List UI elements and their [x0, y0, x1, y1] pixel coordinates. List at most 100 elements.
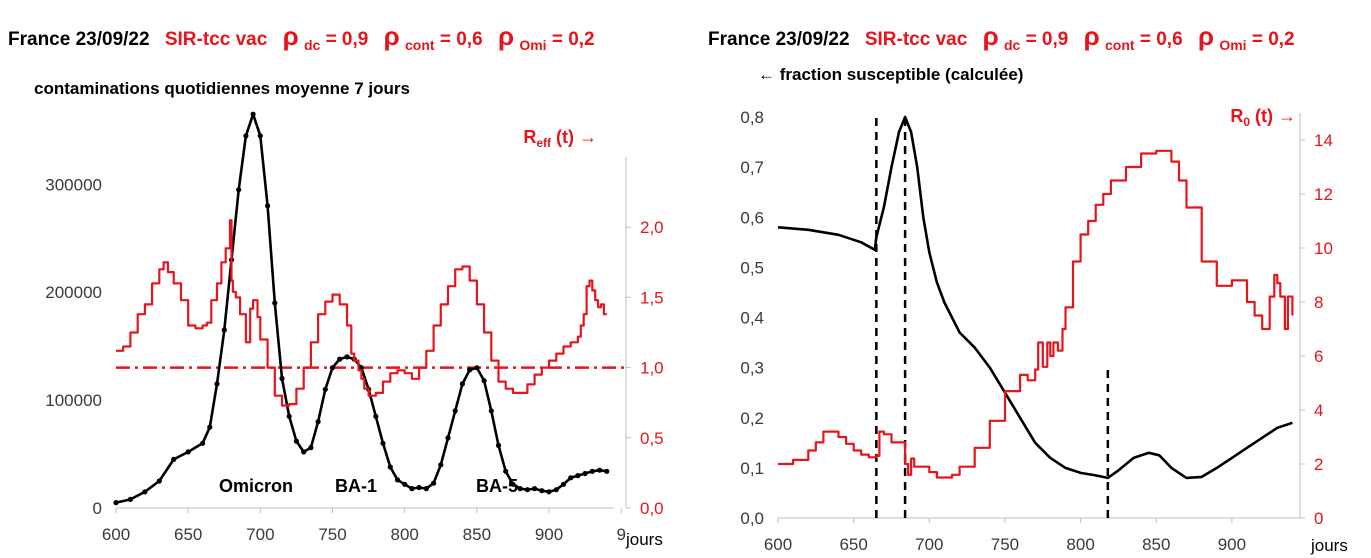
- left-y-right-tick-label: 0,0: [640, 499, 664, 518]
- left-series-0-point: [358, 365, 364, 371]
- left-series-0-point: [532, 486, 538, 492]
- left-chart-title: contaminations quotidiennes moyenne 7 jo…: [34, 79, 410, 98]
- right-y-right-tick-label: 12: [1314, 185, 1333, 204]
- left-series-0-point: [467, 367, 473, 373]
- left-series-0-point: [322, 386, 328, 392]
- left-series-0-point: [387, 464, 393, 470]
- right-r0-label-main: R: [1230, 106, 1243, 126]
- left-series-0-point: [156, 478, 162, 484]
- left-x-tick-label: 900: [535, 525, 563, 544]
- right-y-left-tick-label: 0,8: [740, 108, 764, 127]
- left-series-0-point: [575, 473, 581, 479]
- right-y-left-tick-label: 0,1: [740, 459, 764, 478]
- left-series-0-point: [604, 468, 610, 474]
- right-y-left-tick-label: 0,2: [740, 409, 764, 428]
- left-header: France 23/09/22 SIR-tcc vac ρ dc = 0,9 ρ…: [8, 21, 595, 55]
- right-x-tick-label: 600: [764, 535, 792, 554]
- left-header-rho1-val: = 0,9: [326, 29, 369, 50]
- right-xlabel: jours: [1310, 536, 1348, 555]
- left-header-model: SIR-tcc vac: [165, 29, 268, 50]
- left-chart: 600 650 700 750 800 850 900 9 0 100000 200000 30000…: [45, 111, 664, 544]
- right-header-rho3-sub: Omi: [1219, 37, 1246, 53]
- left-series-0-point: [200, 440, 206, 446]
- left-x-tick-label: 600: [102, 525, 130, 544]
- right-series-0-line: [777, 115, 1293, 480]
- right-x-tick-label: 750: [991, 535, 1019, 554]
- annotation-ba5: BA-5: [476, 476, 518, 496]
- left-series-0-point: [503, 468, 509, 474]
- left-series-0-point: [329, 365, 336, 371]
- left-series-0-point: [445, 435, 451, 441]
- left-series-0-point: [337, 356, 343, 362]
- left-series-0-point: [207, 424, 213, 430]
- left-series-0-point: [459, 381, 465, 387]
- left-series-0-point: [272, 300, 278, 306]
- left-series-0-point: [560, 481, 567, 487]
- right-chart-title: ← fraction susceptible (calculée): [758, 65, 1023, 84]
- left-x-tick-label: 850: [463, 525, 491, 544]
- left-header-rho3-val: = 0,2: [552, 29, 595, 50]
- left-series-0-point: [481, 378, 487, 384]
- left-series-0-point: [236, 187, 242, 193]
- left-x-tick-label: 700: [246, 525, 274, 544]
- left-series-0-point: [524, 487, 531, 493]
- right-r0-label: R0 (t) →: [1230, 106, 1296, 129]
- left-series-0-point: [452, 408, 458, 414]
- right-y-left-tick-label: 0,5: [740, 258, 764, 277]
- annotation-ba1: BA-1: [335, 476, 377, 496]
- left-series-0-point: [553, 487, 559, 493]
- left-series-0-point: [257, 133, 263, 139]
- left-series-0-point: [127, 496, 133, 502]
- left-series-0-point: [423, 486, 429, 492]
- left-series-0-point: [286, 413, 292, 419]
- right-header: France 23/09/22 SIR-tcc vac ρ dc = 0,9 ρ…: [708, 21, 1295, 55]
- left-series-0-point: [438, 462, 444, 468]
- right-header-rho2-sub: cont: [1105, 37, 1135, 53]
- left-series-0-point: [474, 365, 480, 371]
- left-series-0-point: [279, 375, 285, 382]
- left-series-0-point: [142, 489, 148, 495]
- left-reff-label: Reff (t) →: [523, 127, 597, 150]
- left-series-0-point: [495, 442, 502, 448]
- left-header-rho1-sub: dc: [304, 37, 321, 53]
- right-x-tick-label: 900: [1218, 535, 1246, 554]
- right-y-right-tick-label: 10: [1314, 239, 1333, 258]
- left-y-right-tick-label: 2,0: [640, 218, 664, 237]
- left-series-0-line: [115, 112, 607, 504]
- left-series-0-point: [185, 449, 191, 455]
- left-x-tick-label: 9: [616, 525, 625, 544]
- right-header-rho3: ρ: [1198, 21, 1214, 51]
- left-reff-label-sub: eff: [536, 136, 552, 150]
- left-series-0-point: [380, 440, 386, 446]
- right-header-rho2-val: = 0,6: [1140, 29, 1183, 50]
- right-header-rho3-val: = 0,2: [1252, 29, 1295, 50]
- right-y-right-tick-label: 0: [1314, 509, 1323, 528]
- right-y-left-tick-label: 0,0: [740, 509, 764, 528]
- right-header-rho2: ρ: [1084, 21, 1100, 51]
- left-header-rho3: ρ: [498, 21, 514, 51]
- left-series-0-point: [243, 133, 249, 139]
- right-x-tick-label: 850: [1142, 535, 1170, 554]
- right-x-tick-label: 700: [915, 535, 943, 554]
- right-y-left-tick-label: 0,6: [740, 208, 764, 227]
- left-series-0-point: [301, 449, 307, 455]
- right-x-tick-label: 800: [1066, 535, 1094, 554]
- left-series-0-point: [409, 486, 415, 492]
- right-x-tick-label: 650: [839, 535, 867, 554]
- left-x-tick-label: 800: [391, 525, 419, 544]
- right-y-right-tick-label: 6: [1314, 347, 1323, 366]
- left-y-left-tick-label: 300000: [45, 175, 102, 194]
- left-series-0-point: [568, 475, 574, 481]
- left-series-0-point: [402, 481, 408, 487]
- left-xlabel: jours: [625, 530, 663, 549]
- left-reff-label-main: R: [523, 127, 536, 147]
- left-series-0-point: [431, 480, 437, 486]
- left-series-0-point: [250, 111, 256, 117]
- left-series-0-point: [510, 481, 516, 487]
- right-header-model: SIR-tcc vac: [865, 29, 968, 50]
- right-y-left-tick-label: 0,7: [740, 158, 764, 177]
- right-y-right-tick-label: 8: [1314, 293, 1323, 312]
- right-r0-label-tail: (t) →: [1250, 106, 1296, 126]
- right-y-left-tick-label: 0,4: [740, 309, 764, 328]
